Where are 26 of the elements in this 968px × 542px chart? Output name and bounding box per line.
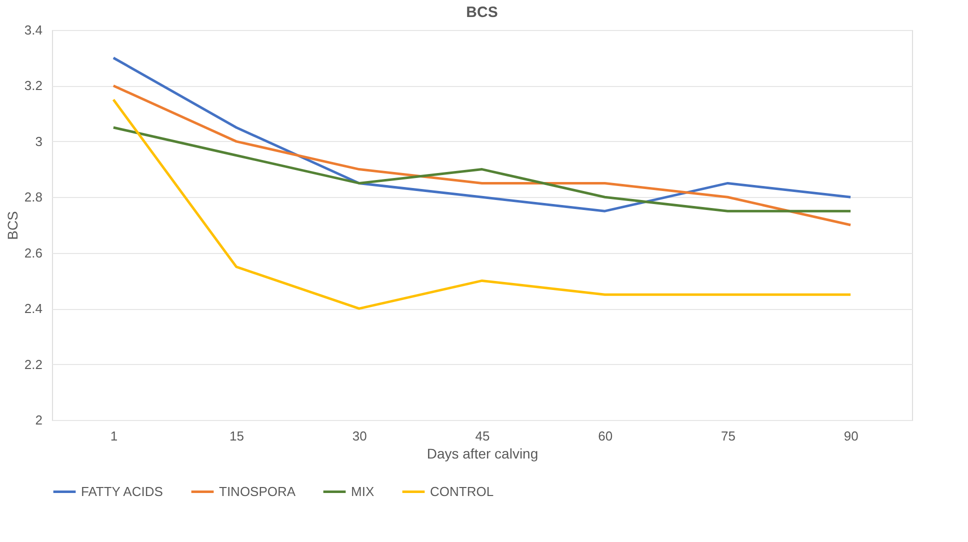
line-series	[112, 84, 852, 226]
line-series	[112, 56, 852, 212]
x-tick-label: 1	[110, 428, 118, 444]
x-tick-label: 60	[598, 428, 613, 444]
legend-label: CONTROL	[430, 484, 494, 499]
x-tick-label: 30	[352, 428, 367, 444]
chart-title: BCS	[466, 4, 498, 21]
y-tick-label: 2.4	[24, 301, 42, 316]
y-tick-label: 2.2	[24, 356, 42, 372]
y-tick-label: 2.8	[24, 190, 42, 205]
legend-label: TINOSPORA	[219, 484, 296, 499]
y-tick-label: 2	[35, 412, 42, 428]
legend-label: FATTY ACIDS	[81, 484, 164, 499]
line-series	[112, 126, 852, 212]
y-tick-label: 3.2	[24, 78, 42, 94]
line-series	[112, 98, 852, 310]
y-tick-label: 3	[35, 134, 42, 149]
legend-label: MIX	[351, 484, 374, 499]
x-axis-title: Days after calving	[426, 446, 538, 462]
x-tick-label: 15	[230, 428, 244, 444]
y-tick-label: 3.4	[24, 22, 42, 38]
x-tick-label: 90	[844, 428, 858, 444]
x-tick-label: 45	[475, 428, 490, 444]
x-tick-label: 75	[720, 428, 736, 444]
y-tick-label: 2.6	[24, 245, 42, 260]
y-axis-title: BCS	[4, 211, 20, 240]
